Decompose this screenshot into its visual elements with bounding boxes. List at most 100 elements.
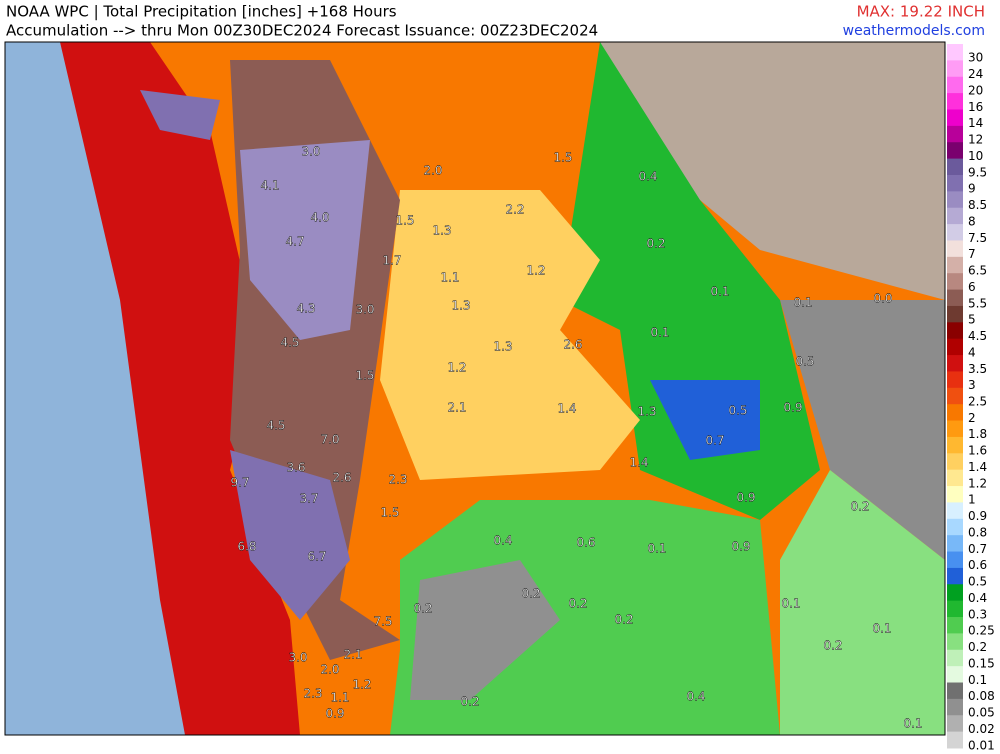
legend-swatch <box>947 224 963 241</box>
legend-swatch <box>947 469 963 487</box>
legend-label: 2.5 <box>968 395 987 409</box>
legend-swatch <box>947 109 963 127</box>
region-canada <box>600 42 945 300</box>
legend-label: 0.6 <box>968 558 987 572</box>
map-value-label: 1.3 <box>493 340 512 354</box>
map-value-label: 1.3 <box>637 405 656 419</box>
map-value-label: 0.1 <box>710 285 729 299</box>
legend-swatch <box>947 256 963 274</box>
legend-label: 0.5 <box>968 575 987 589</box>
legend-label: 9.5 <box>968 165 987 179</box>
region-dry <box>410 560 560 700</box>
legend-swatch <box>947 436 963 454</box>
legend-swatch <box>947 338 963 356</box>
map-value-label: 9.7 <box>230 476 249 490</box>
subtitle: Accumulation --> thru Mon 00Z30DEC2024 F… <box>6 22 598 40</box>
legend-swatch <box>947 191 963 209</box>
legend-label: 0.08 <box>968 689 995 703</box>
legend-swatch <box>947 420 963 438</box>
region-ocean <box>5 42 185 735</box>
region-interior <box>380 190 640 480</box>
map-value-label: 0.6 <box>576 536 595 550</box>
legend-label: 0.9 <box>968 509 987 523</box>
legend-label: 30 <box>968 51 983 65</box>
legend-swatch <box>947 584 963 602</box>
legend-swatch <box>947 617 963 634</box>
legend-swatch <box>947 600 963 618</box>
legend-label: 5 <box>968 313 976 327</box>
region-plains <box>780 300 945 560</box>
map-value-label: 0.4 <box>638 170 657 184</box>
map-value-label: 1.2 <box>526 264 545 278</box>
map-value-label: 4.3 <box>296 302 315 316</box>
map-value-label: 3.0 <box>288 651 307 665</box>
map-value-label: 4.0 <box>310 211 329 225</box>
legend-label: 9 <box>968 182 976 196</box>
legend-label: 0.15 <box>968 656 995 670</box>
map-value-label: 0.2 <box>568 597 587 611</box>
map-value-label: 2.0 <box>423 164 442 178</box>
legend-swatch <box>947 60 963 78</box>
map-value-label: 0.1 <box>793 296 812 310</box>
map-value-label: 1.4 <box>629 456 648 470</box>
map-value-label: 1.1 <box>440 271 459 285</box>
legend-label: 0.7 <box>968 542 987 556</box>
map-value-label: 0.2 <box>521 587 540 601</box>
legend-label: 20 <box>968 83 983 97</box>
legend-swatch <box>947 355 963 372</box>
legend-label: 16 <box>968 100 983 114</box>
map-value-label: 2.2 <box>505 203 524 217</box>
legend-swatch <box>947 158 963 176</box>
map-value-label: 4.1 <box>260 179 279 193</box>
map-value-label: 3.0 <box>301 145 320 159</box>
map-value-label: 6.8 <box>237 540 256 554</box>
legend-label: 2 <box>968 411 976 425</box>
legend-swatch <box>947 404 963 422</box>
map-frame <box>4 41 946 736</box>
legend-label: 1.4 <box>968 460 987 474</box>
legend-swatch <box>947 305 963 323</box>
legend-label: 5.5 <box>968 296 987 310</box>
map-value-label: 2.3 <box>303 687 322 701</box>
legend-swatch <box>947 289 963 307</box>
map-value-label: 7.0 <box>320 433 339 447</box>
legend-label: 0.3 <box>968 607 987 621</box>
legend-label: 6 <box>968 280 976 294</box>
legend-label: 12 <box>968 133 983 147</box>
map-value-label: 2.6 <box>563 338 582 352</box>
legend-swatch <box>947 666 963 684</box>
legend-label: 0.8 <box>968 525 987 539</box>
map-value-label: 0.5 <box>795 355 814 369</box>
map-value-label: 0.2 <box>850 500 869 514</box>
legend-swatch <box>947 322 963 340</box>
legend-swatch <box>947 207 963 225</box>
legend-swatch <box>947 649 963 667</box>
legend-label: 8 <box>968 214 976 228</box>
legend-label: 3.5 <box>968 362 987 376</box>
legend-swatch <box>947 76 963 94</box>
legend-label: 4 <box>968 345 976 359</box>
legend-swatch <box>947 698 963 716</box>
legend-swatch <box>947 387 963 405</box>
map-value-label: 0.1 <box>650 326 669 340</box>
legend-swatch <box>947 486 963 503</box>
legend-swatch <box>947 535 963 553</box>
region-purple <box>240 140 370 340</box>
map-value-label: 4.7 <box>285 235 304 249</box>
map-value-label: 0.2 <box>460 695 479 709</box>
legend-swatch <box>947 633 963 651</box>
map-value-label: 2.3 <box>388 473 407 487</box>
legend-swatch <box>947 93 963 110</box>
map-value-label: 0.9 <box>731 540 750 554</box>
map-value-label: 3.7 <box>299 492 318 506</box>
map-value-label: 1.4 <box>557 402 576 416</box>
map-value-label: 0.9 <box>736 491 755 505</box>
legend-label: 7.5 <box>968 231 987 245</box>
legend-label: 6.5 <box>968 264 987 278</box>
legend-label: 0.2 <box>968 640 987 654</box>
map-value-label: 1.7 <box>382 254 401 268</box>
legend-label: 0.25 <box>968 624 995 638</box>
title: NOAA WPC | Total Precipitation [inches] … <box>6 3 397 21</box>
map-value-label: 0.9 <box>783 401 802 415</box>
